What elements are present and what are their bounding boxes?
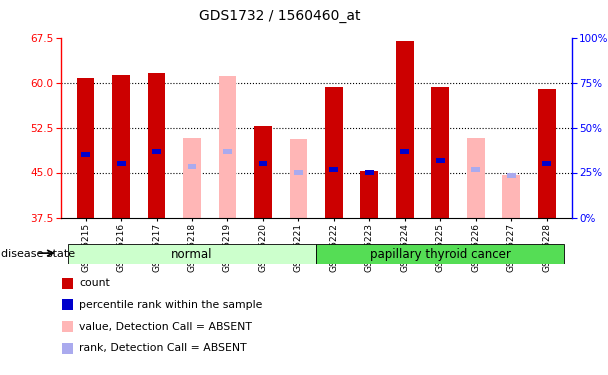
Bar xyxy=(507,173,516,178)
Bar xyxy=(81,152,90,157)
Bar xyxy=(432,87,449,218)
Bar xyxy=(77,78,94,218)
Bar xyxy=(396,40,413,218)
Bar xyxy=(502,175,520,217)
Bar xyxy=(330,167,338,172)
Bar xyxy=(183,138,201,218)
Bar xyxy=(117,161,125,166)
Bar xyxy=(219,76,237,217)
Bar xyxy=(223,149,232,154)
Text: normal: normal xyxy=(171,248,213,261)
Bar xyxy=(316,244,564,264)
Bar xyxy=(188,164,196,169)
Bar xyxy=(254,126,272,218)
Bar xyxy=(471,167,480,172)
Text: count: count xyxy=(79,278,110,288)
Text: value, Detection Call = ABSENT: value, Detection Call = ABSENT xyxy=(79,322,252,332)
Bar xyxy=(325,87,343,218)
Bar xyxy=(294,170,303,175)
Bar xyxy=(361,171,378,217)
Bar xyxy=(148,73,165,217)
Bar xyxy=(365,170,374,175)
Bar xyxy=(289,139,307,218)
Text: percentile rank within the sample: percentile rank within the sample xyxy=(79,300,263,310)
Text: disease state: disease state xyxy=(1,249,75,259)
Bar xyxy=(401,149,409,154)
Bar xyxy=(542,161,551,166)
Text: GDS1732 / 1560460_at: GDS1732 / 1560460_at xyxy=(199,9,361,23)
Bar xyxy=(152,149,161,154)
Bar xyxy=(467,138,485,218)
Bar xyxy=(62,278,73,288)
Bar xyxy=(62,321,73,332)
Bar xyxy=(112,75,130,217)
Bar xyxy=(436,158,444,163)
Bar xyxy=(62,300,73,310)
Bar xyxy=(538,89,556,218)
Bar xyxy=(68,244,316,264)
Text: rank, Detection Call = ABSENT: rank, Detection Call = ABSENT xyxy=(79,344,247,353)
Bar xyxy=(258,161,268,166)
Bar xyxy=(62,343,73,354)
Text: papillary thyroid cancer: papillary thyroid cancer xyxy=(370,248,511,261)
